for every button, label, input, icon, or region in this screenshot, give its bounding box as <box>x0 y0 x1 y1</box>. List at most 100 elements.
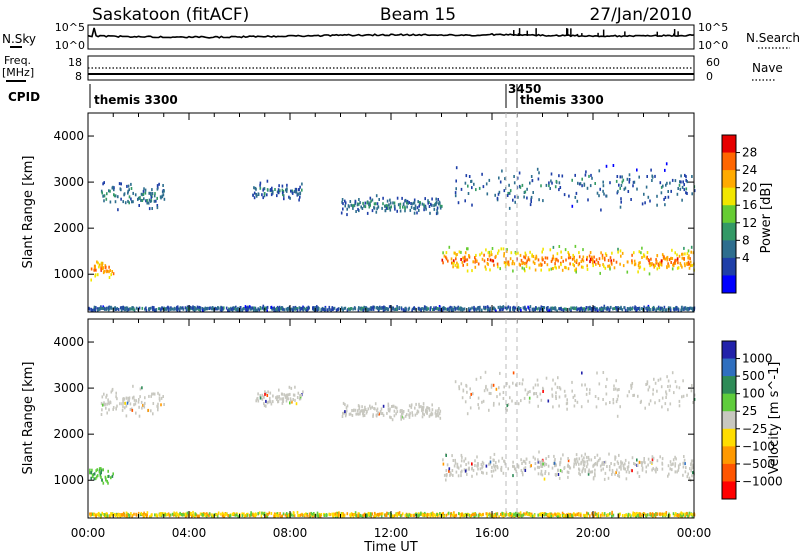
data-cell <box>205 514 208 518</box>
data-cell <box>499 180 502 184</box>
data-cell <box>241 514 244 518</box>
data-cell <box>463 307 466 311</box>
data-cell <box>475 307 477 311</box>
data-cell <box>113 194 116 198</box>
data-cell <box>118 182 121 186</box>
data-cell <box>269 391 272 395</box>
data-cell <box>515 511 517 515</box>
data-cell <box>537 177 540 181</box>
data-cell <box>374 514 376 518</box>
data-cell <box>630 198 632 201</box>
data-cell <box>94 273 97 277</box>
data-cell <box>414 413 417 417</box>
data-cell <box>630 386 633 390</box>
data-cell <box>588 254 591 258</box>
data-cell <box>204 306 207 310</box>
data-cell <box>604 460 607 464</box>
data-cell <box>126 401 129 405</box>
data-cell <box>499 267 501 271</box>
data-cell <box>678 386 681 390</box>
data-cell <box>655 260 658 264</box>
data-cell <box>155 513 158 517</box>
data-cell <box>514 306 517 310</box>
data-cell <box>538 512 541 516</box>
data-cell <box>530 200 532 203</box>
data-cell <box>591 261 594 265</box>
data-cell <box>499 371 501 375</box>
data-cell <box>617 306 620 310</box>
data-cell <box>500 247 503 251</box>
data-cell <box>575 462 577 466</box>
data-cell <box>685 178 687 182</box>
time-tick-label: 00:00 <box>71 526 106 540</box>
data-cell <box>663 255 665 259</box>
data-cell <box>498 176 500 180</box>
data-cell <box>530 195 533 199</box>
data-cell <box>651 468 653 472</box>
data-cell <box>408 513 411 517</box>
data-cell <box>385 514 388 517</box>
data-cell <box>540 268 542 272</box>
data-cell <box>605 402 607 406</box>
data-cell <box>592 464 595 468</box>
data-cell <box>103 199 105 203</box>
data-cell <box>594 468 596 472</box>
data-cell <box>460 464 462 468</box>
data-cell <box>374 511 376 515</box>
data-cell <box>128 195 131 199</box>
data-cell <box>235 305 237 309</box>
data-cell <box>492 383 495 387</box>
data-cell <box>586 257 588 261</box>
data-cell <box>558 174 560 178</box>
data-cell <box>605 392 608 396</box>
data-cell <box>538 306 540 310</box>
data-cell <box>428 414 431 418</box>
data-cell <box>287 513 290 517</box>
data-cell <box>439 409 442 413</box>
data-cell <box>638 306 640 310</box>
data-cell <box>648 385 651 389</box>
data-cell <box>540 398 543 402</box>
data-cell <box>471 306 473 310</box>
data-cell <box>641 307 643 310</box>
data-cell <box>123 192 126 196</box>
data-cell <box>122 397 125 401</box>
data-cell <box>532 255 535 258</box>
data-cell <box>375 306 378 310</box>
data-cell <box>567 457 569 460</box>
data-cell <box>150 394 152 398</box>
data-cell <box>575 306 578 310</box>
data-cell <box>468 255 471 259</box>
data-cell <box>285 307 288 311</box>
data-cell <box>145 199 147 203</box>
data-cell <box>518 171 521 175</box>
nave-label: Nave <box>752 61 783 75</box>
data-cell <box>221 309 223 313</box>
data-cell <box>408 413 411 417</box>
data-cell <box>101 307 103 310</box>
data-cell <box>588 391 591 395</box>
data-cell <box>686 511 688 515</box>
data-cell <box>571 389 573 393</box>
data-cell <box>271 186 273 190</box>
data-cell <box>344 403 346 407</box>
data-cell <box>628 390 630 394</box>
data-cell <box>105 478 107 482</box>
data-cell <box>480 513 483 517</box>
data-cell <box>167 309 170 313</box>
data-cell <box>108 270 110 274</box>
data-cell <box>161 194 164 198</box>
data-cell <box>366 308 368 312</box>
data-cell <box>469 514 472 518</box>
data-cell <box>457 265 460 269</box>
data-cell <box>115 391 117 395</box>
data-cell <box>346 512 349 516</box>
data-cell <box>481 308 483 312</box>
data-cell <box>537 460 540 464</box>
data-cell <box>116 404 118 408</box>
data-cell <box>505 407 507 410</box>
data-cell <box>362 201 364 205</box>
data-cell <box>624 308 627 312</box>
data-cell <box>636 168 638 172</box>
data-cell <box>599 457 601 461</box>
